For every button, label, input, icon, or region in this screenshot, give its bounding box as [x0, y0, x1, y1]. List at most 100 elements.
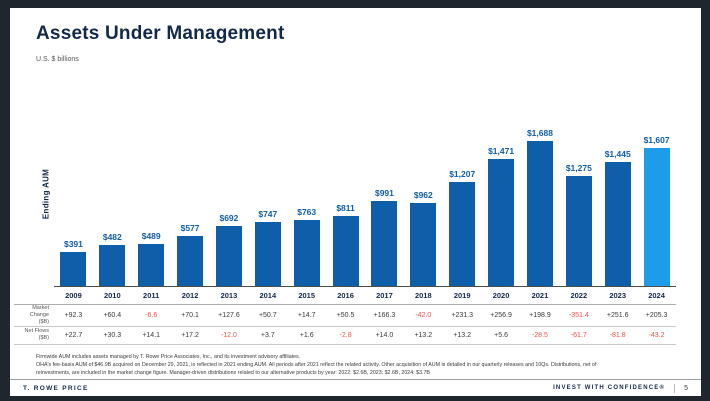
- bar-2013: [215, 226, 242, 286]
- bar-column-2019: $1,207: [443, 169, 482, 286]
- bar-2018: [410, 203, 437, 286]
- bar-value-label: $489: [141, 231, 161, 241]
- table-cell: 2013: [220, 291, 238, 300]
- bar-2011: [138, 244, 165, 286]
- table-cell: 2012: [181, 291, 199, 300]
- data-table: 2009 2010 2011 2012 2013 2014 2015 2016 2017 2018…: [14, 288, 676, 345]
- table-cell: +13.2: [414, 331, 433, 339]
- footer-divider: [674, 383, 676, 393]
- table-cell: +14.7: [297, 311, 316, 319]
- bar-value-label: $391: [63, 239, 83, 249]
- table-cell: +50.5: [336, 311, 355, 319]
- bar-column-2015: $763: [287, 207, 326, 286]
- row-label-line: ($B): [38, 335, 49, 342]
- row-label-line: Market: [32, 305, 49, 311]
- table-cell: 2018: [414, 291, 432, 300]
- bar-value-label: $1,607: [643, 135, 670, 145]
- units-subtitle: U.S. $ billions: [36, 56, 79, 63]
- footnote-line: OHA's fee-basis AUM of $46.9B acquired o…: [36, 362, 597, 369]
- bar-2015: [293, 220, 320, 286]
- y-axis-label: Ending AUM: [41, 168, 51, 220]
- bar-2019: [449, 182, 476, 286]
- bar-value-label: $482: [102, 232, 122, 242]
- bar-column-2014: $747: [248, 209, 287, 286]
- bar-value-label: $1,207: [449, 169, 476, 179]
- table-cell: +127.6: [218, 311, 240, 319]
- bar-column-2009: $391: [54, 239, 93, 286]
- bar-column-2022: $1,275: [559, 163, 598, 286]
- bar-value-label: $1,471: [488, 146, 515, 156]
- bar-column-2024: $1,607: [637, 135, 676, 286]
- bar-2009: [60, 252, 87, 286]
- table-cell: -2.8: [339, 331, 352, 339]
- table-cell: 2009: [65, 291, 82, 300]
- bar-2016: [332, 216, 359, 286]
- bar-value-label: $962: [413, 190, 433, 200]
- table-cell: +92.3: [64, 311, 83, 319]
- table-cell: +231.3: [451, 311, 473, 319]
- years-row: 2009 2010 2011 2012 2013 2014 2015 2016 2017 2018…: [14, 288, 676, 305]
- bar-value-label: $1,275: [565, 163, 592, 173]
- table-cell: +5.6: [494, 331, 508, 339]
- table-cell: -28.5: [531, 331, 548, 339]
- presentation-slide: Assets Under Management U.S. $ billions …: [10, 8, 701, 396]
- bar-column-2018: $962: [404, 190, 443, 286]
- table-cell: 2022: [570, 291, 588, 300]
- bar-2012: [177, 236, 204, 286]
- net-flows-row: Net Flows ($B) +22.7 +30.3 +14.1 +17.2 -12.0…: [14, 327, 676, 345]
- row-label-line: Net Flows: [24, 328, 49, 335]
- page-title: Assets Under Management: [36, 23, 285, 44]
- table-cell: 2010: [103, 291, 121, 300]
- table-cell: +166.3: [373, 311, 396, 319]
- table-cell: +3.7: [260, 331, 275, 339]
- table-cell: 2017: [376, 291, 393, 300]
- table-cell: -42.0: [415, 311, 432, 319]
- table-cell: +60.4: [103, 311, 122, 319]
- bar-2017: [371, 201, 398, 286]
- table-cell: -12.0: [220, 331, 237, 339]
- table-cell: 2021: [531, 291, 549, 300]
- table-cell: -351.4: [568, 311, 589, 319]
- table-cell: +205.3: [645, 311, 668, 319]
- bar-column-2023: $1,445: [598, 149, 637, 286]
- footnote-line: reinvestments, are included in the marke…: [36, 370, 430, 377]
- bar-value-label: $692: [219, 213, 239, 223]
- table-cell: +13.2: [453, 331, 472, 339]
- table-cell: +256.9: [490, 311, 512, 319]
- table-cell: +70.1: [181, 311, 199, 319]
- bar-value-label: $1,688: [526, 128, 553, 138]
- table-cell: 2014: [259, 291, 277, 300]
- bar-value-label: $991: [374, 188, 394, 198]
- bar-column-2017: $991: [365, 188, 404, 286]
- table-cell: +17.2: [181, 331, 199, 339]
- market-change-row: Market Change ($B) +92.3 +60.4 -6.6 +70.1 +1…: [14, 305, 676, 327]
- table-cell: -43.2: [648, 331, 665, 339]
- bar-column-2013: $692: [210, 213, 249, 286]
- bar-column-2011: $489: [132, 231, 171, 286]
- tagline-text: INVEST WITH CONFIDENCE®: [553, 385, 666, 391]
- footnotes: Firmwide AUM includes assets managed by …: [36, 353, 681, 378]
- table-cell: 2020: [492, 291, 510, 300]
- row-label-line: ($B): [38, 318, 49, 325]
- table-cell: 2015: [298, 291, 316, 300]
- table-cell: +30.3: [103, 331, 122, 339]
- table-cell: 2011: [143, 291, 160, 300]
- bar-column-2021: $1,688: [521, 128, 560, 286]
- table-cell: +14.0: [375, 331, 394, 339]
- footnote-line: Firmwide AUM includes assets managed by …: [36, 354, 301, 360]
- bar-chart: $391 $482 $489 $577 $692 $747 $763 $811 $991 $962…: [54, 114, 676, 287]
- page-number: 5: [684, 384, 688, 392]
- bar-value-label: $763: [297, 207, 317, 217]
- table-cell: 2016: [337, 291, 354, 300]
- bar-column-2012: $577: [171, 223, 210, 286]
- bar-value-label: $747: [258, 209, 278, 219]
- slide-footer: T. ROWE PRICE INVEST WITH CONFIDENCE® 5: [10, 379, 701, 396]
- table-cell: +1.6: [299, 331, 314, 339]
- bar-value-label: $811: [336, 203, 355, 213]
- bar-column-2020: $1,471: [482, 146, 521, 286]
- table-cell: +22.7: [64, 331, 83, 339]
- bar-value-label: $577: [180, 223, 200, 233]
- market-change-row-label: Market Change ($B): [14, 305, 54, 326]
- brand-logo-text: T. ROWE PRICE: [23, 384, 89, 392]
